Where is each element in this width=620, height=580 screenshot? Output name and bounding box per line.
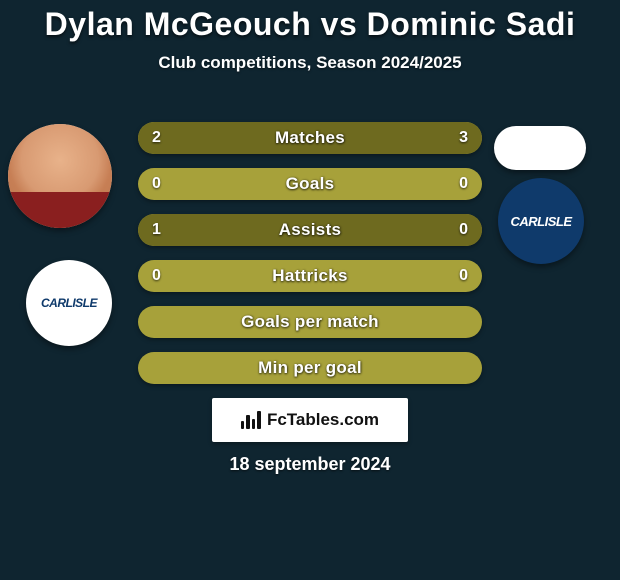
stat-value-left: 0 bbox=[152, 168, 161, 200]
club-left-badge: CARLISLE bbox=[26, 260, 112, 346]
stat-value-right: 0 bbox=[459, 214, 468, 246]
stat-row: Matches2 3 bbox=[138, 122, 482, 154]
club-right-badge: CARLISLE bbox=[498, 178, 584, 264]
player-left-avatar bbox=[8, 124, 112, 228]
brand-text: FcTables.com bbox=[267, 410, 379, 430]
date-text: 18 september 2024 bbox=[0, 454, 620, 475]
club-left-label: CARLISLE bbox=[41, 296, 97, 310]
stat-row: Min per goal bbox=[138, 352, 482, 384]
stat-value-left: 2 bbox=[152, 122, 161, 154]
stat-label: Goals bbox=[138, 168, 482, 200]
stat-value-right: 0 bbox=[459, 168, 468, 200]
bars-icon bbox=[241, 411, 261, 429]
stat-value-left: 1 bbox=[152, 214, 161, 246]
stat-value-left: 0 bbox=[152, 260, 161, 292]
stat-value-right: 3 bbox=[459, 122, 468, 154]
infographic-root: Dylan McGeouch vs Dominic Sadi Club comp… bbox=[0, 0, 620, 580]
stat-value-right: 0 bbox=[459, 260, 468, 292]
player-face-icon bbox=[8, 124, 112, 228]
stat-label: Min per goal bbox=[138, 352, 482, 384]
club-right-label: CARLISLE bbox=[511, 214, 572, 229]
subtitle: Club competitions, Season 2024/2025 bbox=[0, 53, 620, 73]
stat-label: Matches bbox=[138, 122, 482, 154]
stat-label: Goals per match bbox=[138, 306, 482, 338]
stat-bars: Matches23Goals00Assists10Hattricks00Goal… bbox=[138, 122, 482, 398]
stat-label: Assists bbox=[138, 214, 482, 246]
stat-row: Goals0 0 bbox=[138, 168, 482, 200]
page-title: Dylan McGeouch vs Dominic Sadi bbox=[0, 0, 620, 43]
stat-label: Hattricks bbox=[138, 260, 482, 292]
stat-row: Assists1 0 bbox=[138, 214, 482, 246]
stat-row: Goals per match bbox=[138, 306, 482, 338]
brand-badge: FcTables.com bbox=[212, 398, 408, 442]
stat-row: Hattricks0 0 bbox=[138, 260, 482, 292]
player-right-avatar bbox=[494, 126, 586, 170]
